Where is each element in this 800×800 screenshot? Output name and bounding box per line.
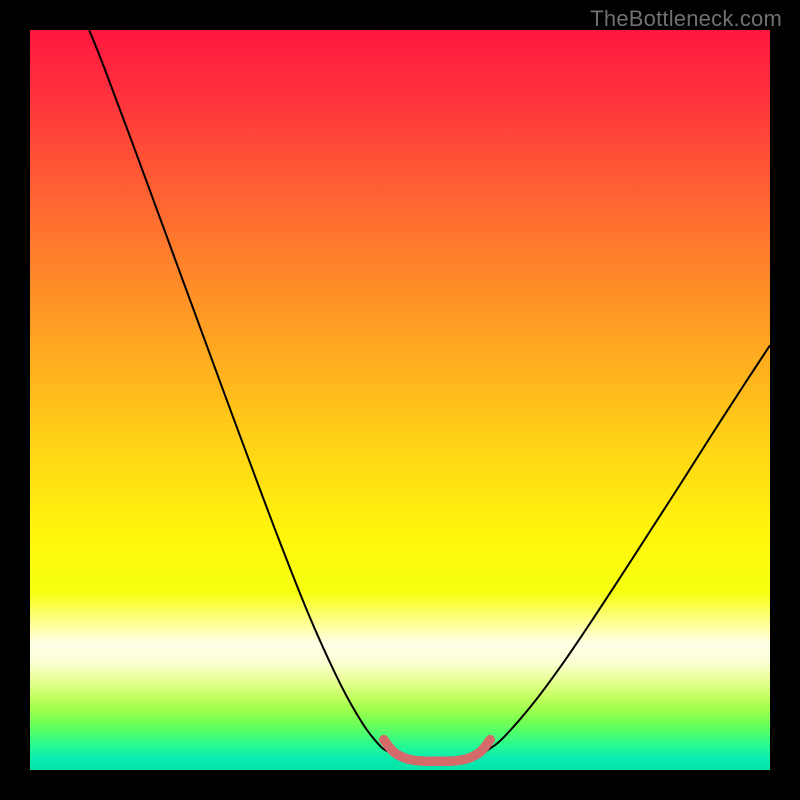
chart-svg [30,30,770,770]
gradient-background [30,30,770,770]
plot-area [30,30,770,770]
watermark-text: TheBottleneck.com [590,6,782,32]
chart-frame: TheBottleneck.com [0,0,800,800]
